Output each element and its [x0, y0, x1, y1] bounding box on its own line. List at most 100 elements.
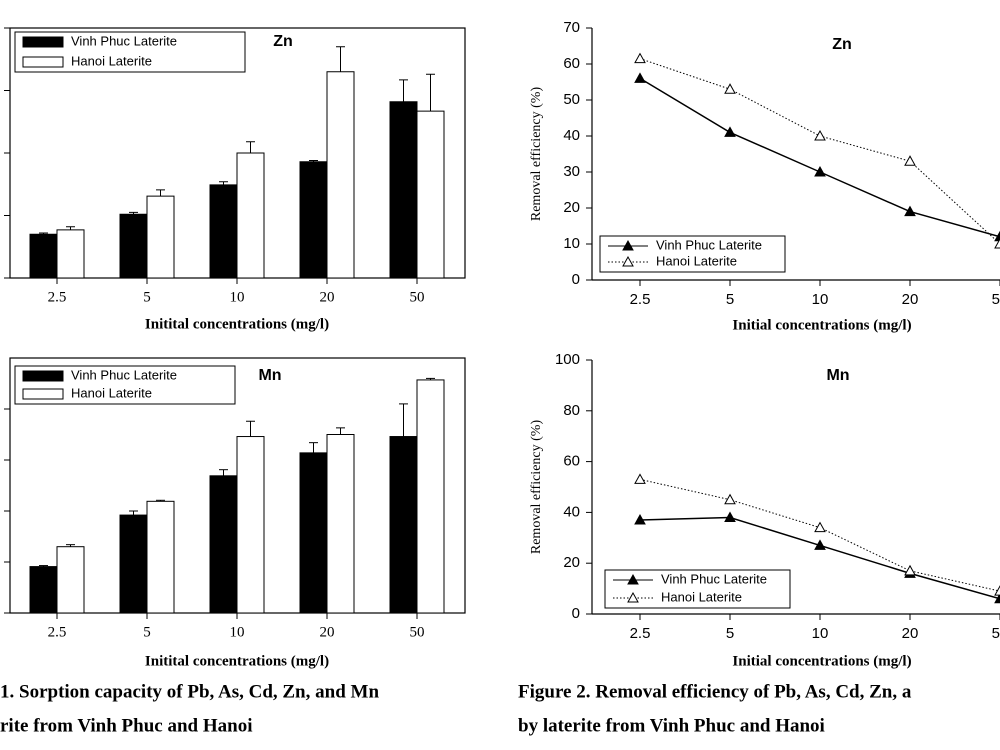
- marker: [814, 521, 826, 533]
- chart-title: Zn: [832, 36, 852, 53]
- x-tick-label: 20: [902, 291, 919, 308]
- x-tick-label: 5: [143, 289, 151, 305]
- marker: [724, 493, 736, 505]
- bar: [236, 436, 265, 614]
- x-tick-label: 2.5: [630, 291, 651, 308]
- marker: [814, 539, 826, 550]
- bar: [119, 514, 148, 614]
- y-tick-label: 0: [572, 605, 580, 622]
- x-axis-label: Initital concentrations (mg/l): [145, 653, 329, 669]
- caption: rite from Vinh Phuc and Hanoi: [0, 715, 252, 736]
- legend-label: Vinh Phuc Laterite: [71, 367, 177, 382]
- marker: [904, 155, 916, 166]
- legend-label: Hanoi Laterite: [656, 253, 737, 268]
- caption: 1. Sorption capacity of Pb, As, Cd, Zn, …: [0, 681, 379, 702]
- y-tick-label: 20: [563, 199, 580, 216]
- y-tick-label: 0: [572, 271, 580, 288]
- x-tick-label: 20: [902, 625, 919, 642]
- x-tick-label: 50: [410, 624, 425, 640]
- x-tick-label: 50: [992, 625, 1000, 642]
- bar: [29, 566, 58, 614]
- bar: [29, 233, 58, 279]
- caption: Figure 2. Removal efficiency of Pb, As, …: [518, 681, 912, 702]
- y-tick-label: 10: [563, 235, 580, 252]
- legend-label: Hanoi Laterite: [661, 589, 742, 604]
- bar: [389, 436, 418, 614]
- legend-marker: [622, 255, 634, 267]
- bar: [146, 500, 175, 614]
- y-tick-label: 30: [563, 163, 580, 180]
- x-axis-label: Initital concentrations (mg/l): [145, 316, 329, 332]
- marker: [994, 585, 1000, 596]
- x-tick-label: 10: [230, 289, 245, 305]
- chart-title: Mn: [258, 367, 281, 384]
- bar: [56, 229, 85, 279]
- x-tick-label: 10: [230, 624, 245, 640]
- x-axis-label: Initial concentrations (mg/l): [732, 317, 911, 333]
- legend-marker: [627, 591, 639, 603]
- y-tick-label: 100: [555, 351, 580, 368]
- legend-marker: [622, 239, 634, 251]
- x-tick-label: 50: [410, 289, 425, 305]
- marker: [634, 72, 646, 83]
- x-tick-label: 5: [726, 625, 734, 642]
- x-tick-label: 5: [726, 291, 734, 308]
- x-tick-label: 20: [320, 624, 335, 640]
- marker: [724, 126, 736, 137]
- marker: [994, 237, 1000, 249]
- y-tick-label: 80: [563, 402, 580, 419]
- legend-label: Vinh Phuc Laterite: [656, 237, 762, 252]
- y-tick-label: 60: [563, 453, 580, 470]
- line: [639, 58, 1000, 245]
- marker: [904, 205, 916, 217]
- bar: [416, 379, 445, 614]
- marker: [994, 592, 1000, 604]
- bar: [389, 101, 418, 279]
- marker: [634, 513, 646, 525]
- bar: [326, 434, 355, 614]
- legend-label: Hanoi Laterite: [71, 385, 152, 400]
- x-axis-label: Initial concentrations (mg/l): [732, 653, 911, 669]
- bar: [236, 152, 265, 279]
- y-tick-label: 20: [563, 554, 580, 571]
- legend-swatch: [22, 56, 64, 68]
- legend-label: Hanoi Laterite: [71, 53, 152, 68]
- x-tick-label: 50: [992, 291, 1000, 308]
- bar: [209, 184, 238, 279]
- x-tick-label: 5: [143, 624, 151, 640]
- y-axis-label: Removal efficiency (%): [529, 420, 544, 555]
- y-tick-label: 70: [563, 19, 580, 36]
- x-tick-label: 10: [812, 625, 829, 642]
- bar: [299, 452, 328, 614]
- y-tick-label: 60: [563, 55, 580, 72]
- x-tick-label: 2.5: [630, 625, 651, 642]
- marker: [994, 230, 1000, 242]
- legend-swatch: [22, 370, 64, 382]
- bar: [56, 546, 85, 614]
- x-tick-label: 2.5: [48, 624, 67, 640]
- line: [639, 77, 1000, 238]
- y-tick-label: 40: [563, 503, 580, 520]
- bar: [146, 195, 175, 279]
- marker: [814, 129, 826, 141]
- x-tick-label: 10: [812, 291, 829, 308]
- chart-title: Mn: [826, 367, 849, 384]
- legend-label: Vinh Phuc Laterite: [71, 33, 177, 48]
- marker: [814, 165, 826, 177]
- x-tick-label: 2.5: [48, 289, 67, 305]
- marker: [634, 52, 646, 64]
- bar: [299, 161, 328, 279]
- marker: [724, 83, 736, 94]
- bar: [326, 71, 355, 279]
- marker: [724, 511, 736, 522]
- y-axis-label: Removal efficiency (%): [529, 87, 544, 222]
- y-tick-label: 50: [563, 91, 580, 108]
- chart-title: Zn: [273, 33, 293, 50]
- marker: [634, 473, 646, 484]
- x-tick-label: 20: [320, 289, 335, 305]
- legend-marker: [627, 573, 639, 585]
- caption: by laterite from Vinh Phuc and Hanoi: [518, 715, 825, 736]
- bar: [416, 110, 445, 279]
- y-tick-label: 40: [563, 127, 580, 144]
